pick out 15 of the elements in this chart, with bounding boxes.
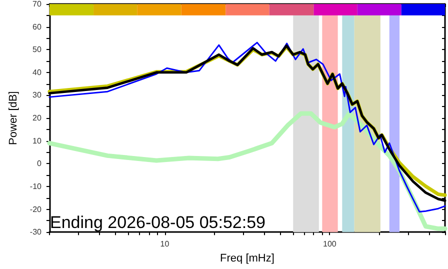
x-axis-title: Freq [mHz] (220, 252, 274, 264)
y-tick-label: -20 (30, 204, 42, 214)
y-tick-label: 40 (32, 68, 42, 77)
y-tick-label: -10 (30, 182, 42, 191)
y-tick-label: 0 (37, 159, 42, 168)
x-tick-label: 100 (323, 240, 337, 249)
y-tick-label: 60 (32, 22, 42, 32)
y-axis-title: Power [dB] (8, 91, 20, 145)
y-tick-label: 30 (32, 90, 42, 100)
y-tick-label: 70 (32, 0, 42, 8)
y-tick-label: 10 (32, 136, 42, 146)
y-tick-label: 20 (32, 114, 42, 123)
y-tick-label: 50 (32, 45, 42, 54)
y-tick-label: -30 (30, 228, 42, 237)
annotation: Ending 2026-08-05 05:52:59 (50, 213, 266, 232)
